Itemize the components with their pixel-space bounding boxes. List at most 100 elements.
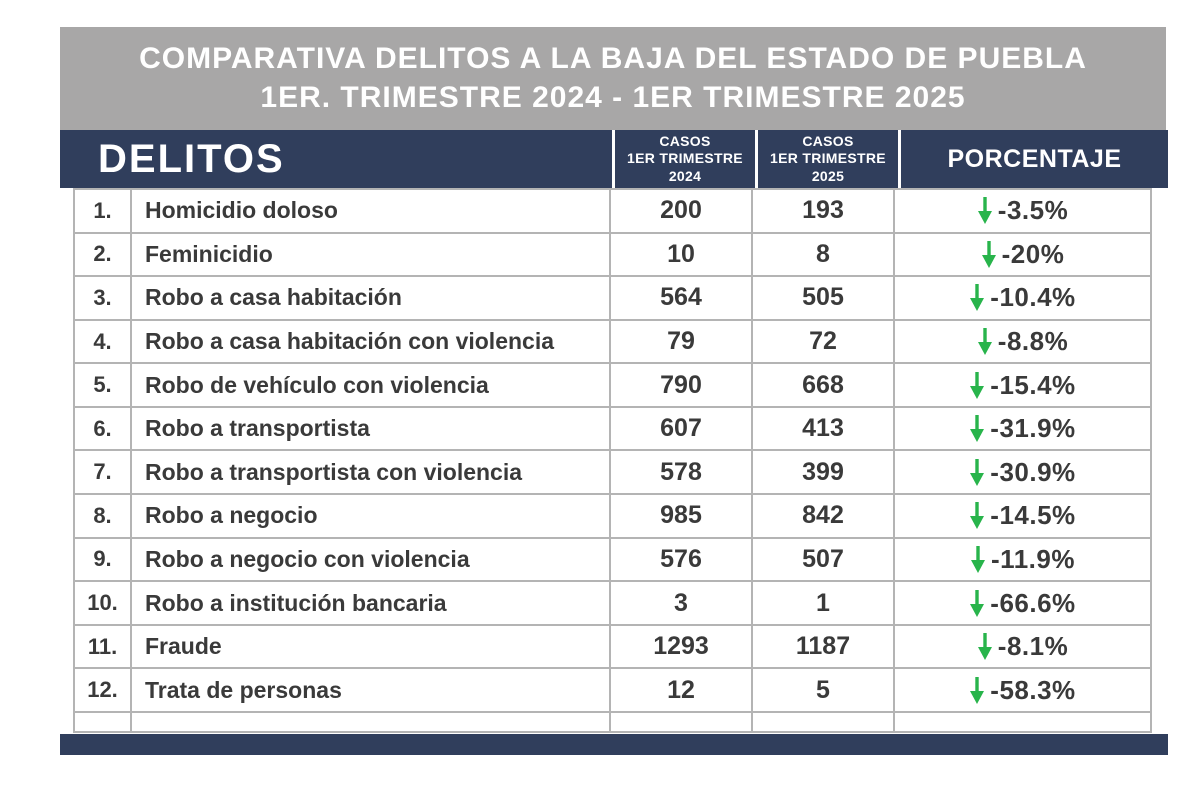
- down-arrow-icon: [969, 371, 985, 400]
- title-banner: COMPARATIVA DELITOS A LA BAJA DEL ESTADO…: [60, 27, 1166, 130]
- cases-2025-value: 668: [753, 364, 895, 406]
- column-header-delitos: DELITOS: [98, 136, 285, 181]
- down-arrow-icon: [969, 414, 985, 443]
- row-number: 3.: [75, 277, 132, 319]
- crime-name: Robo a transportista: [132, 407, 611, 450]
- table-header-row: DELITOS CASOS 1ER TRIMESTRE 2024 CASOS 1…: [60, 130, 1168, 188]
- cases-2024-value: 1293: [611, 625, 753, 668]
- column-divider: [755, 130, 758, 188]
- percentage-value: -8.8%: [997, 326, 1069, 357]
- down-arrow-icon: [969, 676, 985, 705]
- percentage-value: -15.4%: [990, 369, 1076, 400]
- cases-2025-value: 1: [753, 582, 895, 624]
- casos-2024-line2: 1ER TRIMESTRE: [627, 150, 743, 167]
- empty-cell: [75, 712, 132, 731]
- crime-name: Robo a negocio: [132, 495, 611, 537]
- cases-2025-value: 413: [753, 407, 895, 450]
- percentage-value: -8.1%: [997, 631, 1069, 662]
- row-number: 11.: [75, 625, 132, 668]
- cases-2024-value: 576: [611, 538, 753, 581]
- row-number: 7.: [75, 451, 132, 494]
- crime-name: Fraude: [132, 625, 611, 668]
- down-arrow-icon: [977, 196, 993, 225]
- crime-name: Robo a institución bancaria: [132, 582, 611, 624]
- row-number: 5.: [75, 364, 132, 406]
- percentage-value: -11.9%: [991, 543, 1075, 574]
- table-row: 2. Feminicidio 10 8 -20%: [75, 233, 1150, 278]
- empty-cell: [132, 712, 611, 731]
- cases-2025-value: 507: [753, 538, 895, 581]
- percentage-cell: -8.1%: [895, 626, 1150, 668]
- crime-name: Robo de vehículo con violencia: [132, 364, 611, 406]
- empty-spacer-row: [75, 712, 1150, 733]
- cases-2025-value: 193: [753, 190, 895, 232]
- cases-2024-value: 578: [611, 451, 753, 494]
- percentage-cell: -30.9%: [895, 451, 1150, 493]
- percentage-value: -58.3%: [990, 674, 1076, 705]
- empty-cell: [611, 712, 753, 731]
- table-row: 4. Robo a casa habitación con violencia …: [75, 320, 1150, 365]
- row-number: 6.: [75, 407, 132, 450]
- percentage-cell: -58.3%: [895, 669, 1150, 711]
- cases-2024-value: 564: [611, 277, 753, 319]
- column-divider: [612, 130, 615, 188]
- percentage-value: -66.6%: [990, 587, 1076, 618]
- percentage-value: -30.9%: [990, 456, 1076, 487]
- cases-2025-value: 1187: [753, 625, 895, 668]
- percentage-cell: -66.6%: [895, 582, 1150, 624]
- percentage-value: -10.4%: [990, 282, 1076, 313]
- cases-2025-value: 399: [753, 451, 895, 494]
- crime-name: Trata de personas: [132, 669, 611, 711]
- column-header-casos-2024: CASOS 1ER TRIMESTRE 2024: [615, 130, 755, 188]
- percentage-cell: -31.9%: [895, 408, 1150, 450]
- empty-cell: [895, 713, 1150, 731]
- row-number: 8.: [75, 495, 132, 537]
- crime-name: Robo a negocio con violencia: [132, 538, 611, 581]
- crime-name: Feminicidio: [132, 233, 611, 276]
- down-arrow-icon: [969, 589, 985, 618]
- casos-2025-line2: 1ER TRIMESTRE: [770, 150, 886, 167]
- cases-2024-value: 12: [611, 669, 753, 711]
- column-header-casos-2025: CASOS 1ER TRIMESTRE 2025: [758, 130, 898, 188]
- cases-2025-value: 72: [753, 320, 895, 363]
- cases-2025-value: 505: [753, 277, 895, 319]
- percentage-cell: -14.5%: [895, 495, 1150, 537]
- down-arrow-icon: [977, 632, 993, 661]
- percentage-cell: -8.8%: [895, 321, 1150, 363]
- row-number: 12.: [75, 669, 132, 711]
- crime-name: Robo a casa habitación: [132, 277, 611, 319]
- cases-2025-value: 5: [753, 669, 895, 711]
- cases-2025-value: 842: [753, 495, 895, 537]
- cases-2024-value: 3: [611, 582, 753, 624]
- percentage-cell: -20%: [895, 234, 1150, 276]
- banner-title-line2: 1ER. TRIMESTRE 2024 - 1ER TRIMESTRE 2025: [260, 80, 966, 114]
- percentage-cell: -11.9%: [895, 539, 1150, 581]
- down-arrow-icon: [969, 501, 985, 530]
- down-arrow-icon: [981, 240, 997, 269]
- percentage-value: -3.5%: [997, 195, 1069, 226]
- table-row: 5. Robo de vehículo con violencia 790 66…: [75, 364, 1150, 408]
- down-arrow-icon: [969, 458, 985, 487]
- table-row: 9. Robo a negocio con violencia 576 507 …: [75, 538, 1150, 583]
- crime-name: Robo a casa habitación con violencia: [132, 320, 611, 363]
- percentage-cell: -3.5%: [895, 190, 1150, 232]
- table-row: 11. Fraude 1293 1187 -8.1%: [75, 625, 1150, 670]
- percentage-value: -20%: [1001, 238, 1065, 269]
- column-divider: [898, 130, 901, 188]
- table-row: 8. Robo a negocio 985 842 -14.5%: [75, 495, 1150, 539]
- down-arrow-icon: [970, 545, 986, 574]
- percentage-cell: -10.4%: [895, 277, 1150, 319]
- row-number: 4.: [75, 320, 132, 363]
- down-arrow-icon: [969, 283, 985, 312]
- banner-title-line1: COMPARATIVA DELITOS A LA BAJA DEL ESTADO…: [139, 42, 1087, 76]
- cases-2024-value: 607: [611, 407, 753, 450]
- percentage-value: -14.5%: [990, 500, 1076, 531]
- cases-2024-value: 790: [611, 364, 753, 406]
- table-row: 7. Robo a transportista con violencia 57…: [75, 451, 1150, 496]
- row-number: 10.: [75, 582, 132, 624]
- table-row: 3. Robo a casa habitación 564 505 -10.4%: [75, 277, 1150, 321]
- footer-bar: [60, 734, 1168, 755]
- table-row: 6. Robo a transportista 607 413 -31.9%: [75, 407, 1150, 452]
- casos-2024-line1: CASOS: [659, 133, 711, 150]
